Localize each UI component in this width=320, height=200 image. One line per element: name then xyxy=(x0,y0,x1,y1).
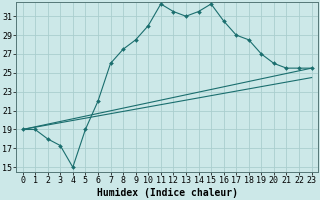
X-axis label: Humidex (Indice chaleur): Humidex (Indice chaleur) xyxy=(97,188,237,198)
